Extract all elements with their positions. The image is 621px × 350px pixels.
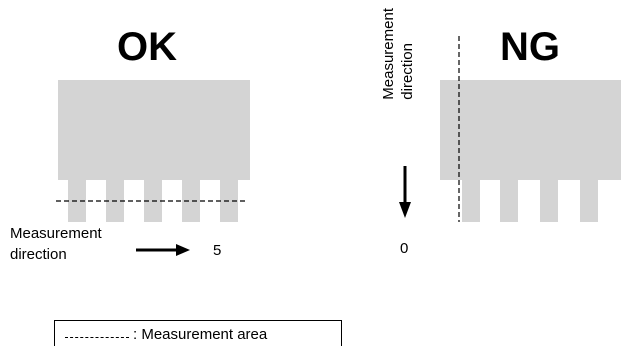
legend-text: : Measurement area: [133, 326, 268, 343]
ok-comb-shape: [58, 80, 250, 222]
ng-comb-tooth: [462, 178, 480, 222]
ok-comb-tooth: [106, 178, 124, 222]
ng-comb-tooth: [580, 178, 598, 222]
ng-direction-label-line2: direction: [398, 43, 416, 100]
ok-value: 5: [213, 242, 222, 259]
ok-arrow-icon: [136, 244, 190, 256]
ok-direction-label-line1: Measurement: [10, 225, 102, 242]
ok-comb-tooth: [220, 178, 238, 222]
ng-direction-label: Measurement direction: [380, 8, 418, 100]
legend-box: : Measurement area: [54, 320, 342, 346]
ok-comb-tooth: [68, 178, 86, 222]
ng-comb-tooth: [500, 178, 518, 222]
ng-title: NG: [500, 25, 560, 69]
ng-comb-shape: [440, 80, 621, 222]
ng-value: 0: [400, 240, 409, 257]
ng-comb-tooth: [540, 178, 558, 222]
ng-direction-label-line1: Measurement: [380, 8, 397, 100]
ok-comb-body: [58, 80, 250, 180]
ng-comb-body: [440, 80, 621, 180]
ok-comb-tooth: [182, 178, 200, 222]
ok-direction-label-line2: direction: [10, 246, 67, 263]
ok-title: OK: [117, 25, 177, 69]
legend-dash-sample: [65, 337, 129, 338]
ng-arrow-icon: [399, 166, 411, 218]
ok-comb-tooth: [144, 178, 162, 222]
